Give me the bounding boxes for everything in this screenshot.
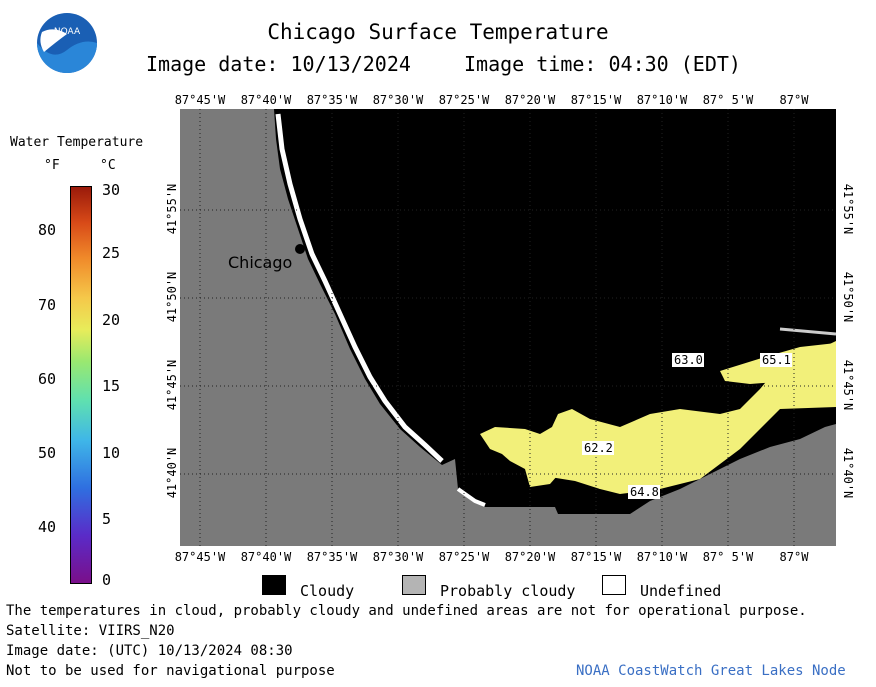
longitude-label: 87°W [779,550,809,564]
legend-label-probably-cloudy: Probably cloudy [440,582,576,600]
fahrenheit-tick: 70 [38,296,57,314]
legend-swatch-probably-cloudy [402,575,426,595]
disclaimer-note: The temperatures in cloud, probably clou… [6,603,807,619]
unit-fahrenheit: °F [44,158,60,173]
celsius-tick: 15 [102,377,121,395]
fahrenheit-tick: 40 [38,518,57,536]
chicago-marker [295,244,305,254]
temp-label: 63.0 [674,353,703,367]
celsius-tick: 10 [102,444,121,462]
credit-link[interactable]: NOAA CoastWatch Great Lakes Node [576,663,846,679]
latitude-label: 41°45'N [841,359,855,411]
temp-label: 62.2 [584,441,613,455]
celsius-tick: 0 [102,571,112,589]
longitude-label: 87°10'W [636,93,688,107]
legend-label-cloudy: Cloudy [300,582,355,600]
legend-swatch-cloudy [262,575,286,595]
longitude-label: 87°20'W [504,93,556,107]
longitude-label: 87°40'W [240,550,292,564]
colorbar [70,186,92,584]
longitude-label: 87° 5'W [702,93,754,107]
latitude-label: 41°50'N [165,271,179,323]
longitude-label: 87°15'W [570,93,622,107]
longitude-label: 87°W [779,93,809,107]
fahrenheit-tick: 80 [38,221,57,239]
unit-celsius: °C [100,158,116,173]
temp-label: 64.8 [630,485,659,499]
celsius-tick: 20 [102,311,121,329]
latitude-label: 41°45'N [165,359,179,411]
map: 63.0 65.1 62.2 64.8 Chicago [180,109,836,546]
latitude-label: 41°40'N [841,447,855,499]
longitude-label: 87°30'W [372,550,424,564]
longitude-label: 87°35'W [306,93,358,107]
longitude-label: 87°30'W [372,93,424,107]
colorbar-title: Water Temperature [10,135,144,150]
longitude-label: 87°15'W [570,550,622,564]
latitude-label: 41°55'N [841,183,855,235]
longitude-label: 87°25'W [438,550,490,564]
image-time: Image time: 04:30 (EDT) [464,52,741,76]
land-area [180,109,836,546]
longitude-label: 87°45'W [174,93,226,107]
satellite-info: Satellite: VIIRS_N20 [6,623,175,639]
temp-label: 65.1 [762,353,791,367]
latitude-label: 41°55'N [165,183,179,235]
graticule [180,109,836,546]
city-label: Chicago [228,253,293,272]
logo-text: NOAA [54,27,81,37]
fahrenheit-tick: 50 [38,444,57,462]
longitude-label: 87°45'W [174,550,226,564]
legend-label-undefined: Undefined [640,582,722,600]
longitude-label: 87°40'W [240,93,292,107]
probably-cloudy-edge [779,327,836,336]
latitude-label: 41°40'N [165,447,179,499]
page-title: Chicago Surface Temperature [267,20,609,44]
longitude-label: 87°25'W [438,93,490,107]
longitude-label: 87° 5'W [702,550,754,564]
noaa-logo: NOAA [36,12,98,74]
navigation-warning: Not to be used for navigational purpose [6,663,335,679]
longitude-label: 87°20'W [504,550,556,564]
legend-swatch-undefined [602,575,626,595]
warm-water-mid [540,437,635,489]
image-date: Image date: 10/13/2024 [146,52,411,76]
longitude-label: 87°10'W [636,550,688,564]
latitude-label: 41°50'N [841,271,855,323]
celsius-tick: 5 [102,510,112,528]
utc-date: Image date: (UTC) 10/13/2024 08:30 [6,643,293,659]
undefined-fringe [275,113,444,463]
fahrenheit-tick: 60 [38,370,57,388]
longitude-label: 87°35'W [306,550,358,564]
celsius-tick: 30 [102,181,121,199]
celsius-tick: 25 [102,244,121,262]
